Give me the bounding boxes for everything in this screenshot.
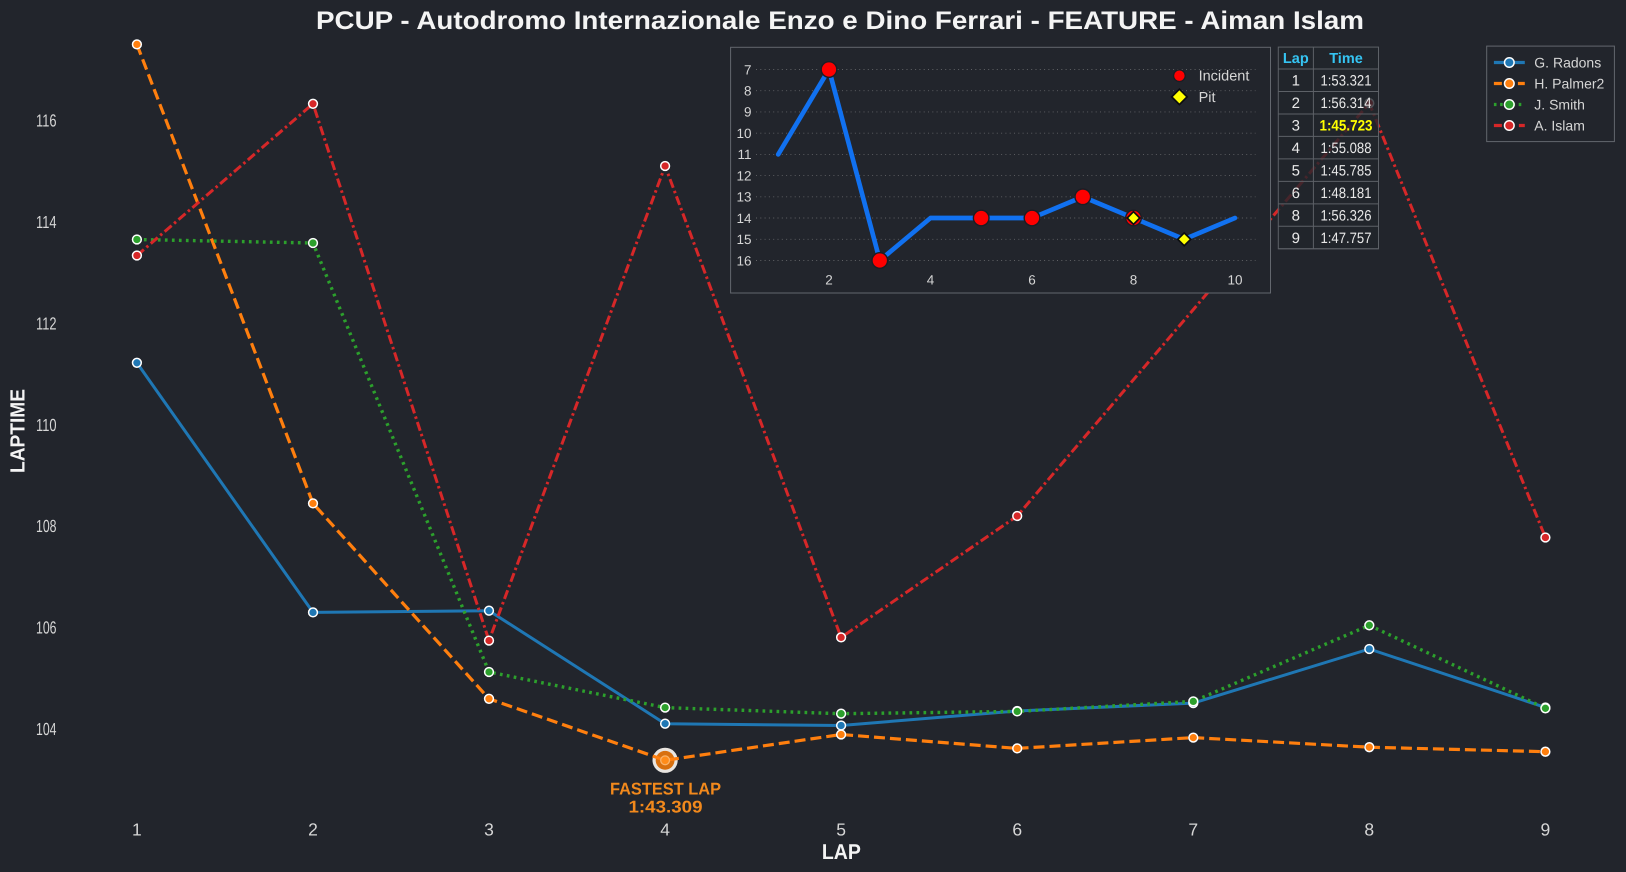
svg-text:1:45.785: 1:45.785 <box>1321 162 1372 179</box>
svg-text:1:47.757: 1:47.757 <box>1321 230 1372 247</box>
svg-text:1:53.321: 1:53.321 <box>1321 72 1372 89</box>
svg-text:5: 5 <box>836 820 846 840</box>
svg-text:10: 10 <box>1227 273 1242 288</box>
svg-text:1:48.181: 1:48.181 <box>1321 185 1372 202</box>
svg-text:13: 13 <box>736 190 751 205</box>
svg-text:9: 9 <box>744 105 752 120</box>
svg-text:J. Smith: J. Smith <box>1534 97 1585 113</box>
svg-text:7: 7 <box>1188 820 1198 840</box>
svg-text:112: 112 <box>36 314 57 334</box>
svg-text:7: 7 <box>744 62 752 77</box>
svg-text:H. Palmer2: H. Palmer2 <box>1534 76 1604 92</box>
svg-text:FASTEST LAP: FASTEST LAP <box>610 779 721 798</box>
svg-text:G. Radons: G. Radons <box>1534 55 1601 71</box>
svg-text:A. Islam: A. Islam <box>1534 118 1585 134</box>
svg-text:PCUP - Autodromo Internazional: PCUP - Autodromo Internazionale Enzo e D… <box>316 7 1364 35</box>
svg-text:6: 6 <box>1012 820 1022 840</box>
svg-text:8: 8 <box>1292 207 1300 224</box>
svg-text:3: 3 <box>1292 117 1300 134</box>
svg-text:104: 104 <box>36 719 57 739</box>
svg-text:2: 2 <box>1292 95 1300 112</box>
svg-text:4: 4 <box>1292 140 1300 157</box>
svg-text:LAP: LAP <box>822 840 861 864</box>
svg-text:1:56.314: 1:56.314 <box>1321 95 1372 112</box>
svg-text:110: 110 <box>36 415 57 435</box>
svg-text:1:45.723: 1:45.723 <box>1320 117 1373 134</box>
svg-text:2: 2 <box>308 820 318 840</box>
svg-text:Time: Time <box>1329 51 1363 67</box>
svg-text:4: 4 <box>660 820 670 840</box>
svg-text:1:55.088: 1:55.088 <box>1321 140 1372 157</box>
svg-text:108: 108 <box>36 516 57 536</box>
svg-text:6: 6 <box>1292 185 1300 202</box>
svg-text:8: 8 <box>1364 820 1374 840</box>
svg-text:LAPTIME: LAPTIME <box>7 389 30 473</box>
svg-text:8: 8 <box>744 84 752 99</box>
svg-text:106: 106 <box>36 618 57 638</box>
svg-text:1: 1 <box>132 820 142 840</box>
svg-text:10: 10 <box>736 126 751 141</box>
svg-text:116: 116 <box>36 111 57 131</box>
svg-text:8: 8 <box>1130 273 1138 288</box>
svg-text:12: 12 <box>736 168 751 183</box>
svg-text:3: 3 <box>484 820 494 840</box>
svg-text:9: 9 <box>1541 820 1551 840</box>
svg-text:9: 9 <box>1292 230 1300 247</box>
svg-text:Pit: Pit <box>1199 90 1216 106</box>
svg-text:1:43.309: 1:43.309 <box>629 798 703 817</box>
svg-text:11: 11 <box>737 147 751 162</box>
svg-text:Incident: Incident <box>1199 69 1250 85</box>
svg-text:6: 6 <box>1028 273 1036 288</box>
svg-text:5: 5 <box>1292 162 1300 179</box>
svg-text:15: 15 <box>736 232 751 247</box>
svg-text:114: 114 <box>36 212 57 232</box>
svg-text:4: 4 <box>927 273 935 288</box>
svg-text:2: 2 <box>825 273 833 288</box>
svg-text:16: 16 <box>736 253 751 268</box>
svg-text:14: 14 <box>736 211 752 226</box>
svg-text:1:56.326: 1:56.326 <box>1321 207 1372 224</box>
svg-text:1: 1 <box>1292 72 1300 89</box>
svg-text:Lap: Lap <box>1283 51 1309 67</box>
